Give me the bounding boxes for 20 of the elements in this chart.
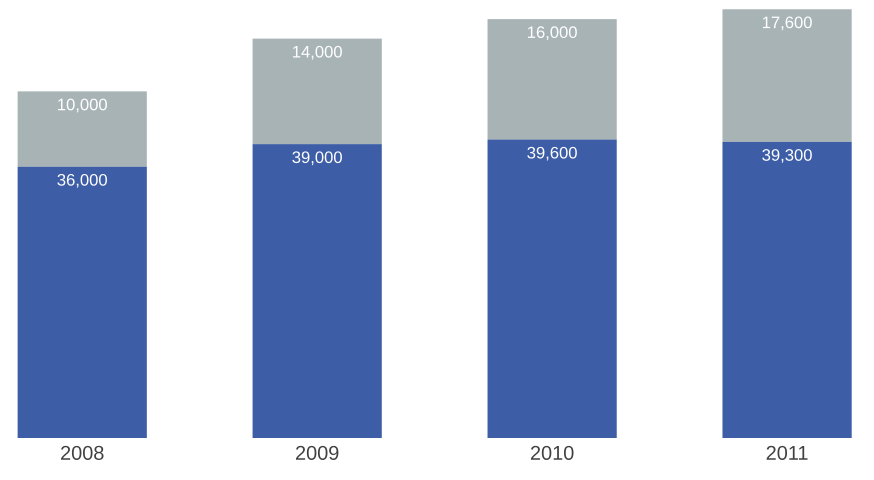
x-tick-label: 2011 bbox=[766, 446, 808, 460]
data-label: 36,000 bbox=[57, 174, 107, 188]
bar bbox=[18, 166, 147, 438]
data-label: 39,300 bbox=[762, 149, 812, 163]
x-tick-label: 2009 bbox=[296, 446, 338, 460]
data-label: 10,000 bbox=[58, 98, 107, 112]
data-label: 39,600 bbox=[527, 146, 577, 161]
data-label: 39,000 bbox=[292, 151, 342, 166]
bar bbox=[488, 19, 617, 140]
x-tick-label: 2010 bbox=[530, 446, 574, 460]
x-tick-label: 2008 bbox=[61, 446, 104, 460]
bar bbox=[722, 9, 852, 142]
bar bbox=[252, 38, 382, 144]
bar bbox=[488, 140, 617, 438]
data-label: 16,000 bbox=[528, 26, 577, 40]
bar bbox=[722, 142, 852, 438]
data-label: 17,600 bbox=[762, 16, 812, 30]
data-label: 14,000 bbox=[293, 46, 342, 60]
bar bbox=[18, 91, 147, 167]
bar bbox=[252, 144, 382, 438]
